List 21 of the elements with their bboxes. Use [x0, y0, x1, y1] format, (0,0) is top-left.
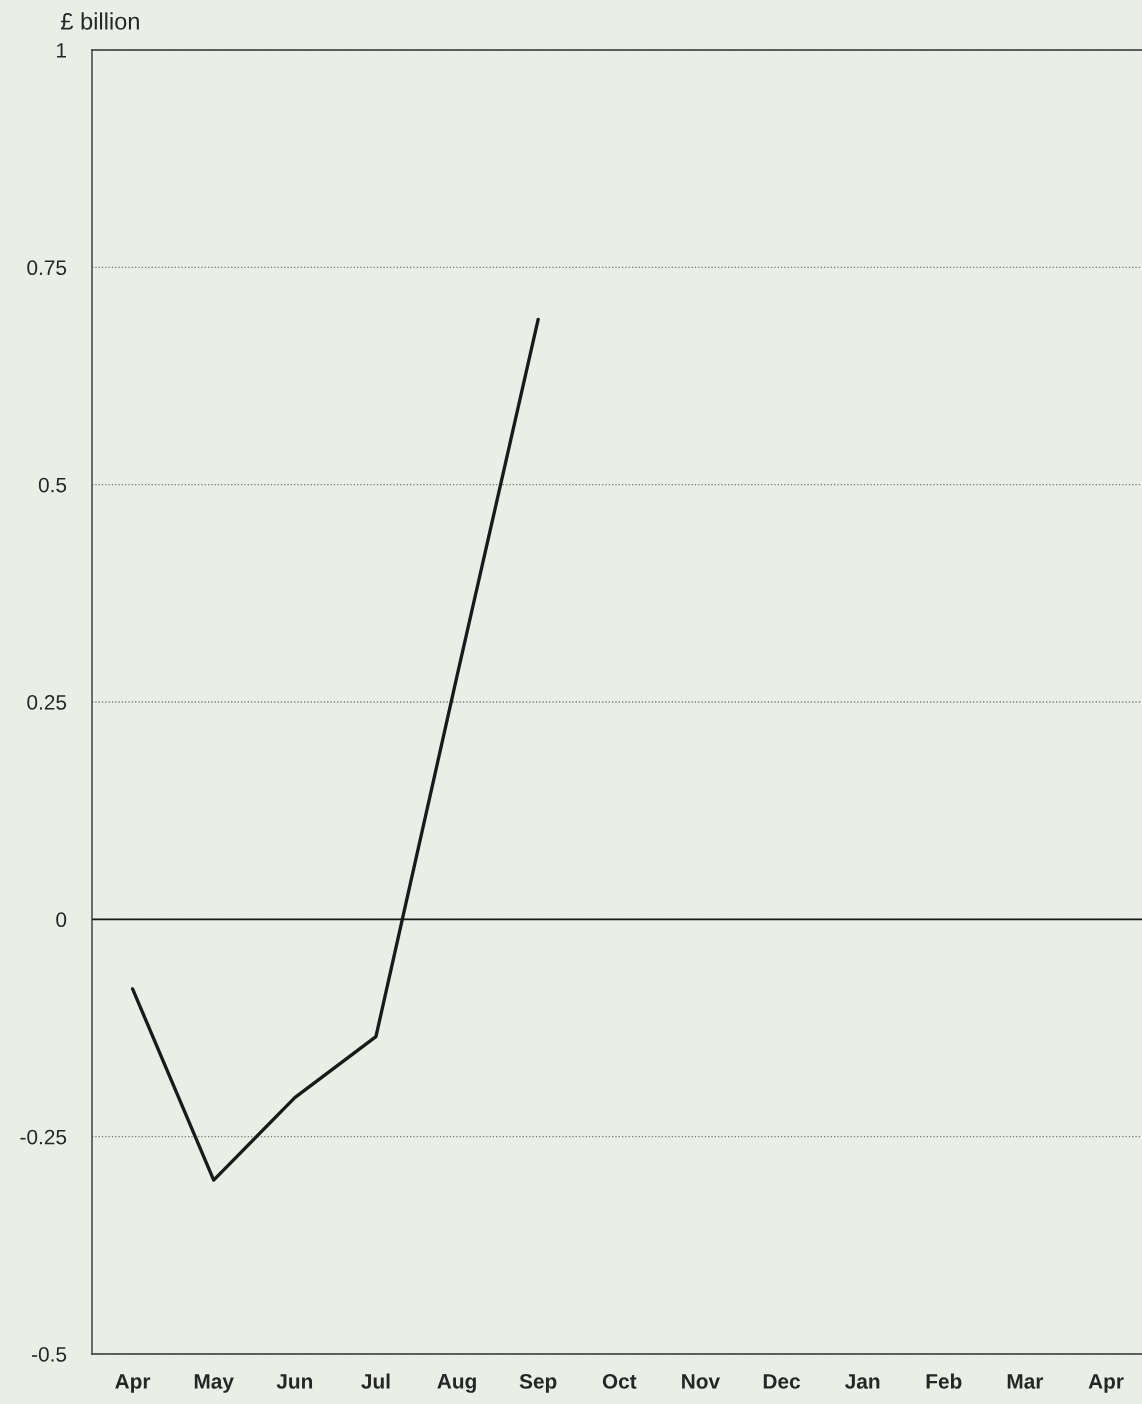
- y-tick-label: 0: [56, 912, 67, 928]
- x-tick-label: Jul: [361, 1373, 390, 1389]
- y-tick-label: -0.5: [32, 1347, 67, 1362]
- y-tick-label: 0.25: [27, 695, 67, 710]
- x-tick-label: Jan: [845, 1374, 880, 1389]
- x-tick-label: Mar: [1007, 1374, 1044, 1389]
- y-axis-title: £ billion: [61, 12, 139, 30]
- y-tick-label: 0.5: [38, 477, 67, 493]
- x-tick-label: May: [194, 1374, 234, 1393]
- x-tick-label: Aug: [437, 1374, 476, 1393]
- x-tick-label: Feb: [926, 1373, 962, 1389]
- x-tick-label: Apr: [1088, 1374, 1124, 1393]
- y-tick-label: 1: [57, 43, 66, 58]
- y-tick-label: 0.75: [27, 260, 67, 276]
- x-tick-label: Oct: [602, 1373, 637, 1389]
- x-tick-label: Jun: [276, 1374, 313, 1389]
- x-tick-label: Nov: [682, 1374, 720, 1389]
- x-tick-label: Sep: [519, 1373, 557, 1393]
- x-tick-label: Apr: [115, 1374, 151, 1393]
- y-tick-label: -0.25: [20, 1129, 67, 1145]
- x-tick-label: Dec: [763, 1374, 801, 1389]
